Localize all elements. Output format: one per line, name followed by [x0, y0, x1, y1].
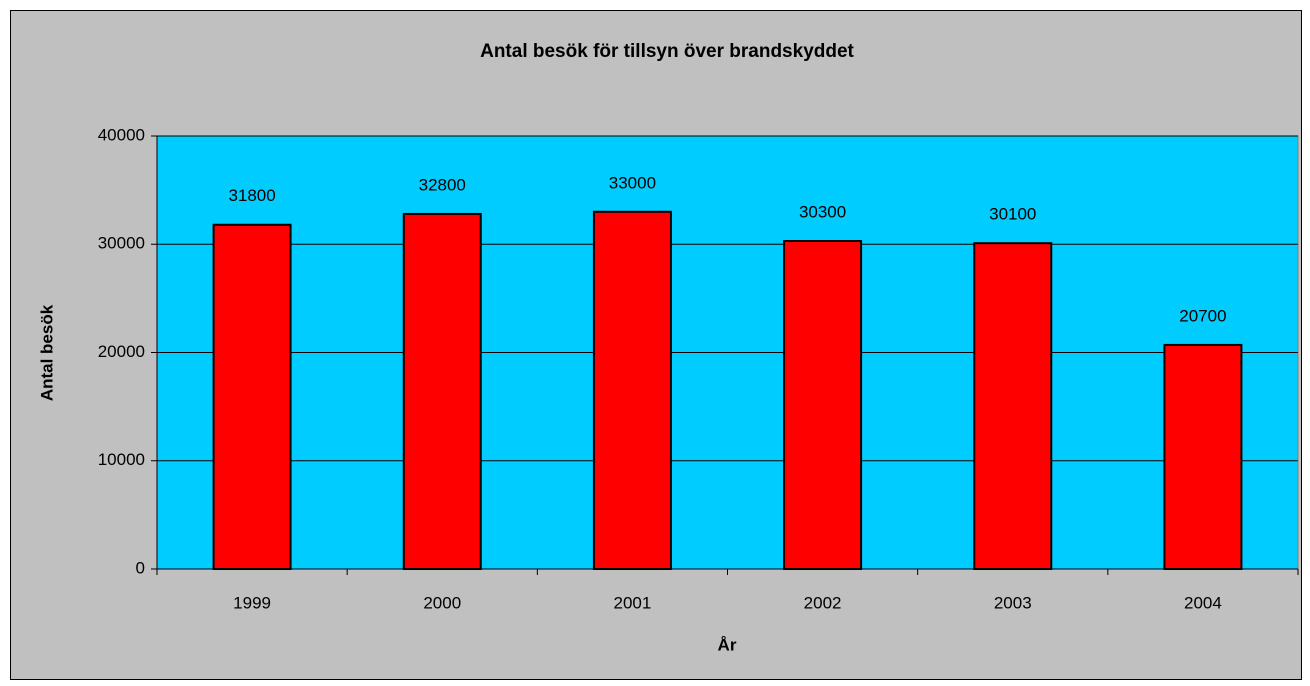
data-label: 32800: [419, 175, 466, 194]
x-tick-label: 1999: [233, 593, 271, 612]
y-tick-label: 20000: [98, 342, 145, 361]
bar: [783, 240, 863, 570]
data-label: 33000: [609, 173, 656, 192]
data-label: 20700: [1179, 306, 1226, 325]
x-tick-label: 2000: [423, 593, 461, 612]
x-tick-label: 2003: [994, 593, 1032, 612]
bar: [402, 212, 482, 570]
y-tick-label: 10000: [98, 450, 145, 469]
bar: [1163, 343, 1243, 570]
data-label: 30300: [799, 202, 846, 221]
x-axis-label: År: [718, 635, 737, 654]
chart-title: Antal besök för tillsyn över brandskydde…: [480, 41, 854, 62]
data-label: 30100: [989, 205, 1036, 224]
data-label: 31800: [228, 186, 275, 205]
bar: [592, 210, 672, 570]
bar: [973, 242, 1053, 570]
bar: [212, 223, 292, 570]
y-tick-label: 0: [136, 558, 145, 577]
x-tick-label: 2001: [614, 593, 652, 612]
y-tick-label: 40000: [98, 125, 145, 144]
x-tick-label: 2004: [1184, 593, 1222, 612]
x-tick-label: 2002: [804, 593, 842, 612]
y-axis-label: Antal besök: [37, 304, 56, 401]
y-tick-label: 30000: [98, 234, 145, 253]
